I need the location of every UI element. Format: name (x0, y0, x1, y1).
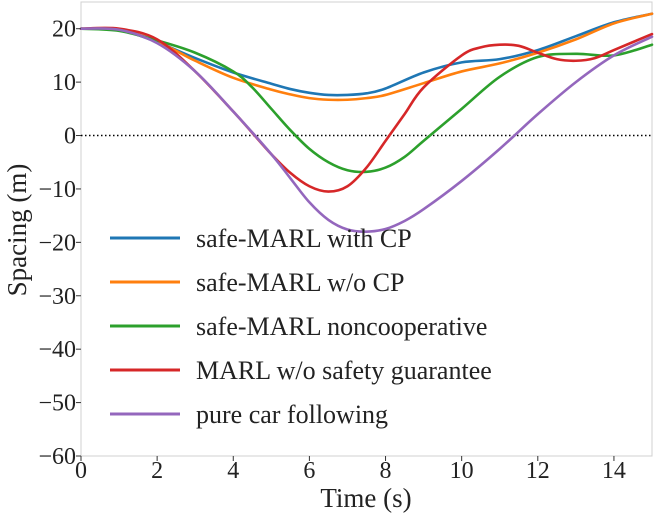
x-tick-label: 6 (303, 458, 315, 484)
series-line-5 (79, 27, 654, 233)
series-line-1 (79, 12, 654, 97)
legend-label-2: safe-MARL w/o CP (196, 268, 404, 297)
y-tick-label: −60 (38, 444, 76, 470)
y-axis-label: Spacing (m) (2, 164, 32, 297)
x-tick-label: 12 (526, 458, 550, 484)
y-axis-ticks: 20 10 0 −10 −20 −30 −40 −50 −60 (38, 17, 81, 470)
y-tick-label: 10 (52, 70, 76, 96)
plot-frame (80, 1, 653, 457)
x-axis-label: Time (s) (320, 483, 411, 513)
x-tick-label: 8 (380, 458, 392, 484)
x-axis-ticks: 0 2 4 6 8 10 12 14 (75, 456, 626, 484)
series-line-3 (79, 27, 654, 174)
series-lines (79, 12, 654, 233)
x-tick-label: 2 (151, 458, 163, 484)
x-tick-label: 14 (602, 458, 626, 484)
x-tick-label: 4 (227, 458, 239, 484)
y-tick-label: −50 (38, 391, 76, 417)
y-tick-label: 0 (64, 124, 76, 150)
y-tick-label: −10 (38, 177, 76, 203)
y-tick-label: −20 (38, 230, 76, 256)
y-tick-label: 20 (52, 17, 76, 43)
plot-area (80, 1, 653, 457)
x-tick-label: 10 (450, 458, 474, 484)
legend: safe-MARL with CP safe-MARL w/o CP safe-MA… (110, 224, 492, 429)
legend-label-4: MARL w/o safety guarantee (196, 356, 492, 385)
y-tick-label: −40 (38, 337, 76, 363)
legend-label-5: pure car following (196, 400, 388, 429)
y-tick-label: −30 (38, 284, 76, 310)
x-tick-label: 0 (75, 458, 87, 484)
legend-label-3: safe-MARL noncooperative (196, 312, 487, 341)
legend-label-1: safe-MARL with CP (196, 224, 412, 253)
